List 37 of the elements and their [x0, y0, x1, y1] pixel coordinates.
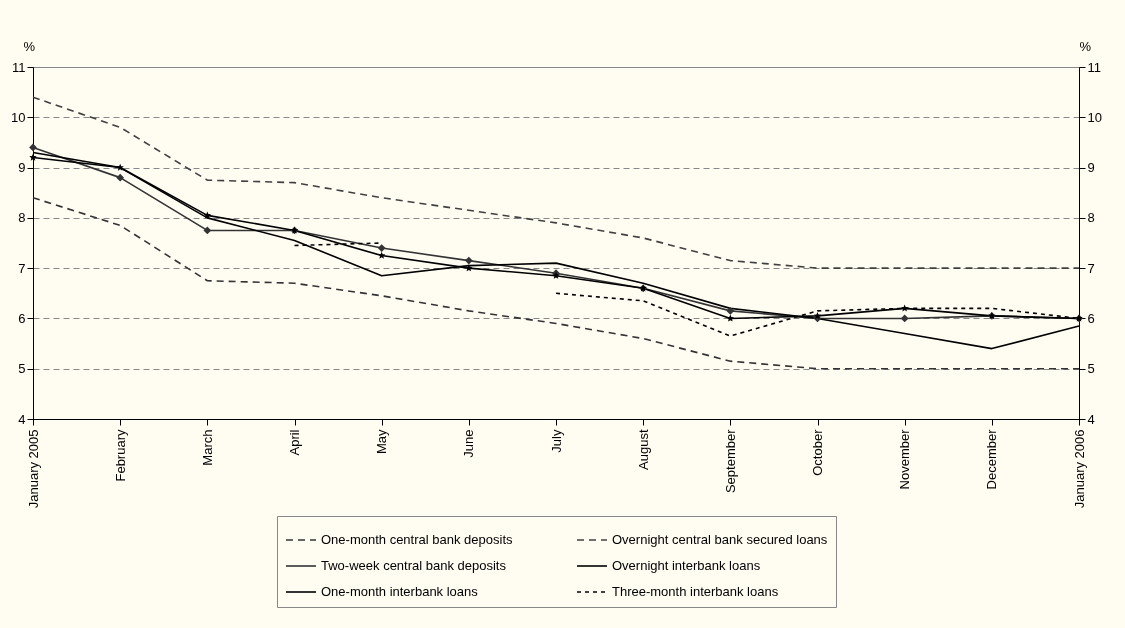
- y-tick-label: 10: [11, 109, 26, 125]
- y-tick-label: 9: [18, 160, 26, 176]
- x-tick-label: November: [897, 428, 913, 490]
- x-tick-label: August: [635, 429, 651, 470]
- legend-label: Overnight central bank secured loans: [612, 532, 828, 547]
- y2-tick-label: 11: [1087, 59, 1101, 75]
- y2-tick-label: 9: [1087, 160, 1095, 176]
- y2-tick-label: 4: [1087, 411, 1095, 427]
- y-axis-title: %: [23, 38, 36, 54]
- y-tick-label: 7: [18, 260, 26, 276]
- legend-label: One-month interbank loans: [321, 584, 479, 599]
- y-tick-label: 4: [18, 411, 26, 427]
- x-tick-label: February: [112, 429, 128, 482]
- x-tick-label: September: [722, 428, 738, 494]
- y2-tick-label: 6: [1087, 310, 1095, 326]
- legend-label: Two-week central bank deposits: [321, 558, 507, 573]
- y2-tick-label: 10: [1087, 109, 1102, 125]
- x-tick-label: October: [810, 428, 825, 476]
- y-tick-label: 5: [18, 361, 26, 377]
- x-tick-label: March: [199, 429, 215, 466]
- legend-label: One-month central bank deposits: [321, 532, 513, 547]
- x-tick-label: April: [287, 429, 302, 456]
- x-tick-label: January 2005: [25, 429, 41, 509]
- y2-tick-label: 8: [1087, 210, 1095, 226]
- x-tick-label: January 2006: [1071, 429, 1087, 509]
- legend-label: Overnight interbank loans: [612, 558, 761, 573]
- x-tick-label: May: [374, 429, 390, 455]
- y2-tick-label: 5: [1087, 361, 1095, 377]
- x-tick-label: June: [461, 429, 477, 458]
- y-tick-label: 8: [18, 210, 26, 226]
- x-tick-label: December: [984, 428, 1000, 490]
- x-tick-label: July: [548, 429, 564, 453]
- y2-axis-title: %: [1079, 38, 1092, 54]
- y-tick-label: 6: [18, 310, 26, 326]
- y-tick-label: 11: [12, 59, 26, 75]
- legend-label: Three-month interbank loans: [612, 584, 779, 599]
- y2-tick-label: 7: [1087, 260, 1095, 276]
